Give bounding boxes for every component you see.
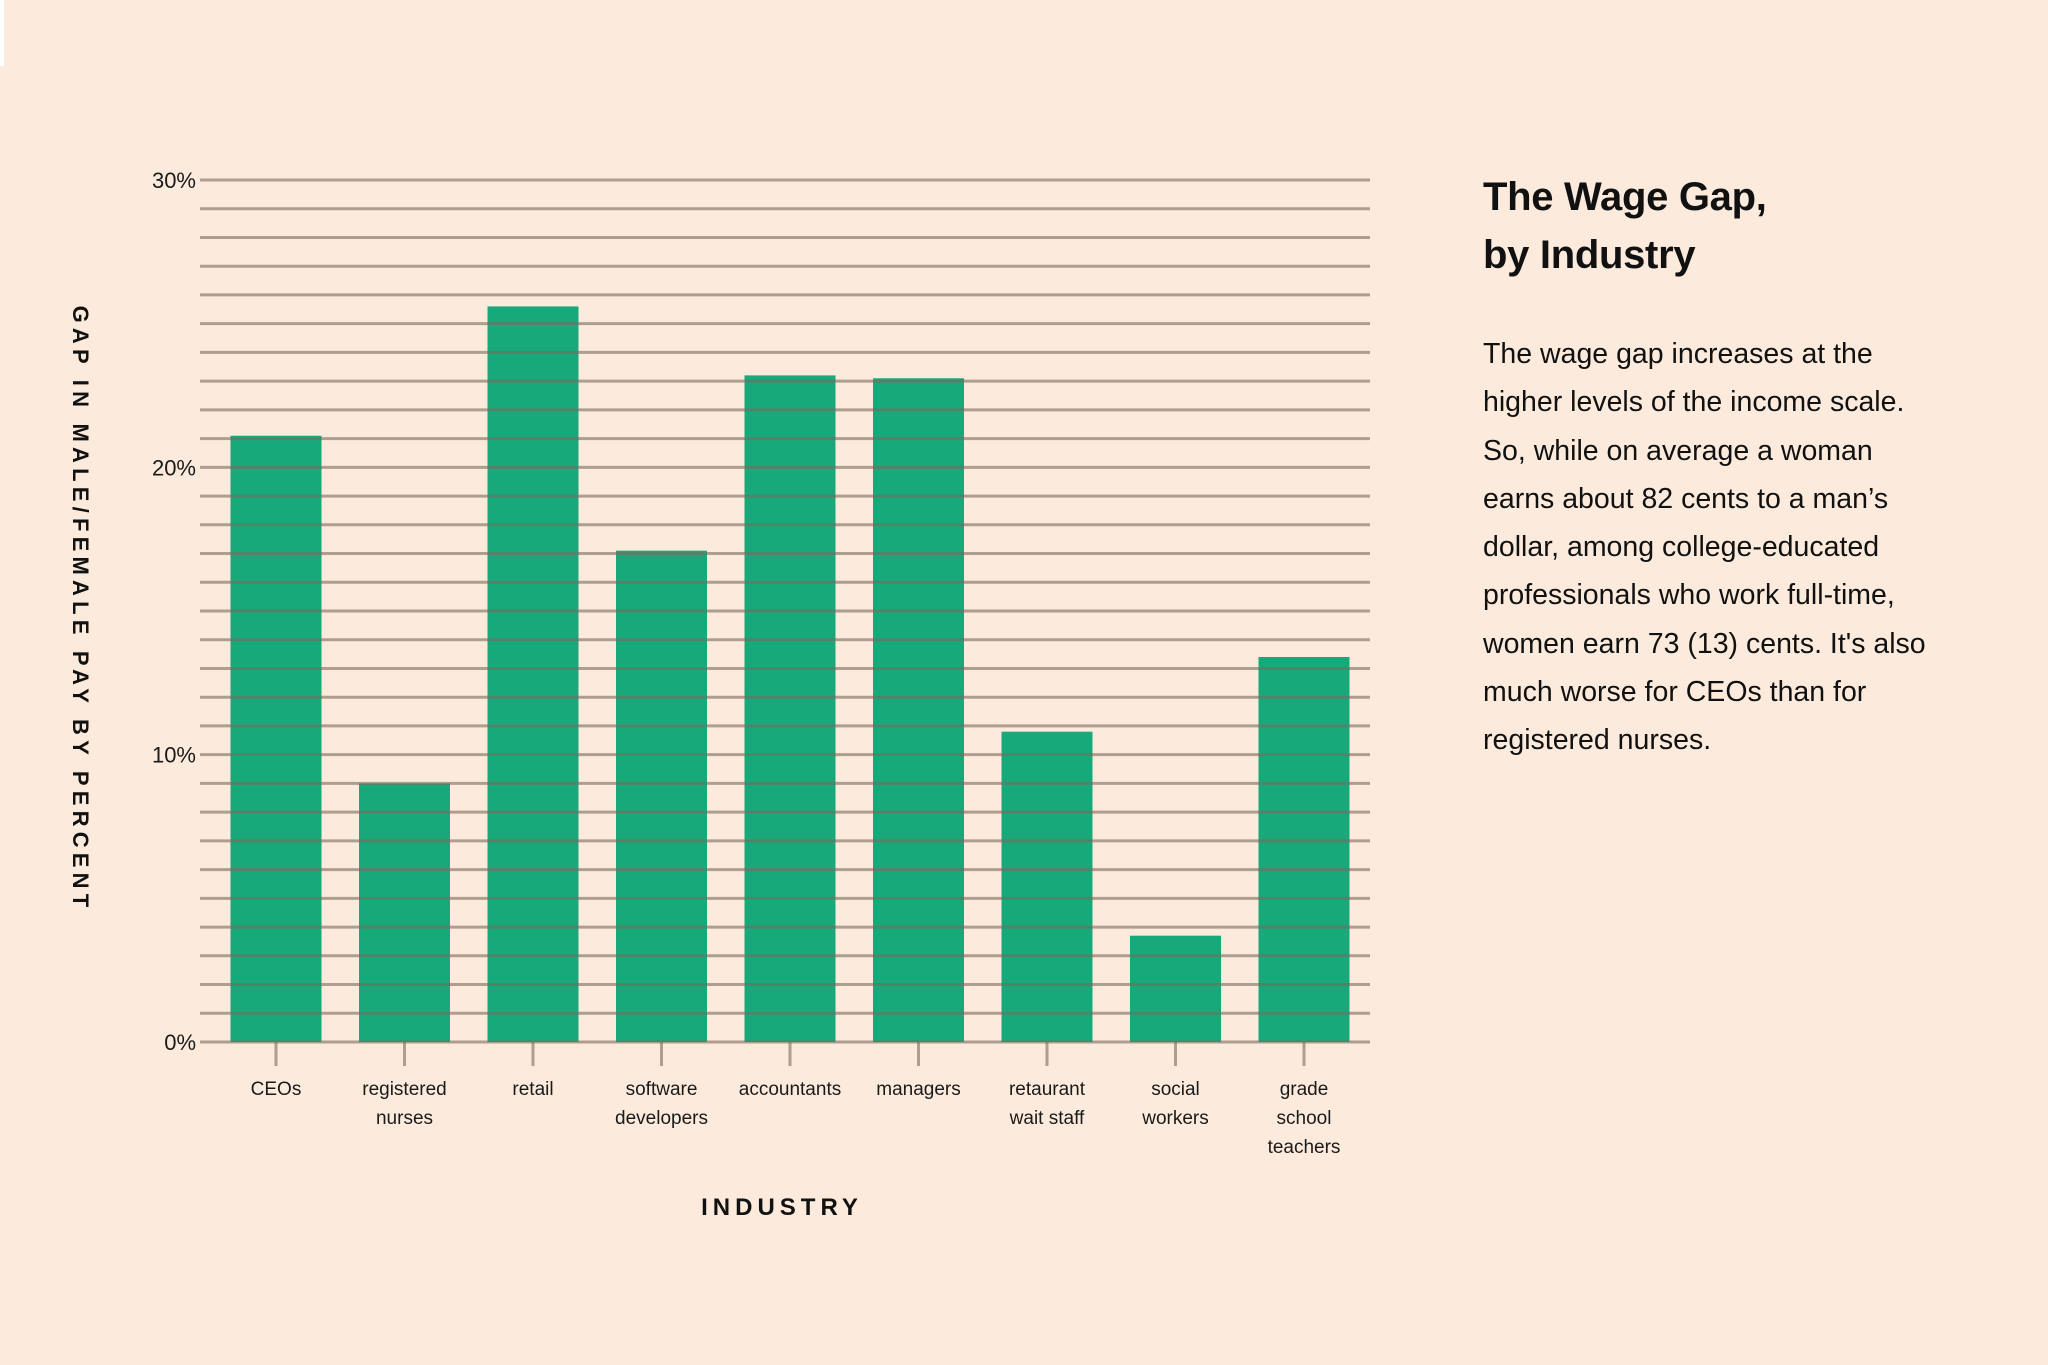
x-tick-label: CEOs [251, 1079, 302, 1100]
y-tick-label: 0% [164, 1030, 196, 1055]
x-tick-label-line: school [1277, 1108, 1332, 1129]
y-axis-title: GAP IN MALE/FEMALE PAY BY PERCENT [68, 305, 93, 913]
description-line: much worse for CEOs than for [1483, 676, 1867, 709]
bar [230, 435, 322, 1042]
chart-title-line: by Industry [1483, 233, 1696, 277]
description-line: So, while on average a woman [1483, 434, 1873, 467]
x-tick-label: retail [512, 1079, 553, 1100]
description-panel: The Wage Gap, by Industry The wage gap i… [1483, 168, 2003, 765]
x-tick-label-line: retail [512, 1079, 553, 1100]
description-text: The wage gap increases at the higher lev… [1483, 330, 2003, 765]
bar [744, 375, 836, 1042]
x-tick-label-line: nurses [376, 1108, 433, 1129]
x-tick-label-line: developers [615, 1108, 708, 1129]
chart-title: The Wage Gap, by Industry [1483, 168, 2003, 284]
x-tick-label-line: registered [362, 1079, 447, 1100]
x-tick-label: social workers [1141, 1079, 1209, 1129]
y-tick-label: 30% [152, 168, 196, 193]
x-tick-label-line: social [1151, 1079, 1200, 1100]
corner-mark [0, 0, 4, 66]
bar [1258, 656, 1350, 1042]
description-line: women earn 73 (13) cents. It's also [1483, 627, 1926, 660]
description-line: The wage gap increases at the [1483, 338, 1873, 370]
x-tick-label: grade school teachers [1268, 1079, 1341, 1158]
x-tick-label-line: retaurant [1009, 1079, 1086, 1100]
x-tick-label-line: grade [1280, 1079, 1329, 1100]
x-tick-label-line: software [626, 1079, 698, 1100]
bar [359, 783, 450, 1042]
x-tick-label-line: workers [1141, 1108, 1209, 1129]
bar [616, 550, 707, 1042]
bars-layer [230, 306, 1350, 1043]
x-tick-label-line: accountants [739, 1079, 841, 1100]
x-tick-label: registered nurses [362, 1079, 447, 1129]
x-tick-label: retaurant wait staff [1009, 1079, 1086, 1129]
y-axis-ticks: 0% 10% 20% 30% [152, 168, 196, 1055]
y-tick-label: 10% [152, 743, 196, 768]
x-axis-ticks: CEOs registered nurses retail software develo… [251, 1042, 1341, 1158]
x-tick-label-line: CEOs [251, 1079, 302, 1100]
description-line: registered nurses. [1483, 724, 1712, 757]
x-tick-label-line: managers [876, 1079, 961, 1100]
description-line: higher levels of the income scale. [1483, 386, 1905, 419]
description-line: professionals who work full-time, [1483, 579, 1895, 612]
x-tick-label: managers [876, 1079, 961, 1100]
chart-title-line: The Wage Gap, [1483, 175, 1767, 219]
x-tick-label: software developers [615, 1079, 708, 1129]
x-axis-title: INDUSTRY [701, 1194, 863, 1221]
grid-layer [200, 178, 1370, 1044]
x-tick-label: accountants [739, 1079, 841, 1100]
y-tick-label: 20% [152, 455, 196, 480]
bar [1130, 935, 1221, 1042]
x-tick-label-line: wait staff [1009, 1108, 1085, 1129]
x-tick-label-line: teachers [1268, 1137, 1341, 1158]
bar [487, 306, 579, 1043]
bar [873, 378, 964, 1042]
description-line: dollar, among college-educated [1483, 531, 1880, 564]
bar [1001, 731, 1093, 1042]
description-line: earns about 82 cents to a man’s [1483, 482, 1889, 515]
